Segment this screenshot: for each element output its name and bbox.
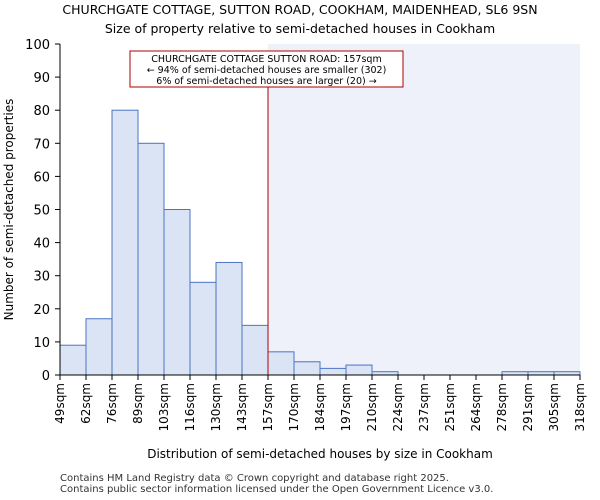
x-tick-label: 103sqm [157,383,171,431]
y-tick-label: 40 [33,237,50,252]
x-tick-label: 89sqm [131,383,145,424]
x-tick-label: 116sqm [183,383,197,431]
x-tick-label: 49sqm [53,383,67,424]
bars-group [59,109,581,376]
bar-130sqm [215,261,243,376]
x-tick-label: 278sqm [495,383,509,431]
x-tick-label: 237sqm [417,383,431,431]
x-tick-label: 170sqm [287,383,301,431]
x-tick-label: 210sqm [365,383,379,431]
bar-62sqm [85,318,113,376]
footer-copyright: Contains HM Land Registry data © Crown c… [60,473,449,484]
y-tick-label: 50 [33,204,50,219]
bar-170sqm [293,361,321,376]
bar-157sqm [267,351,295,376]
y-tick-label: 60 [33,170,50,185]
y-tick-label: 10 [33,336,50,351]
x-tick-label: 76sqm [105,383,119,424]
x-tick-label: 224sqm [391,383,405,431]
larger-properties-band [268,44,580,375]
bar-103sqm [163,209,191,376]
x-tick-label: 305sqm [547,383,561,431]
y-tick-label: 80 [33,104,50,119]
y-tick-label: 70 [33,137,50,152]
annotation-line-2: ← 94% of semi-detached houses are smalle… [147,65,387,76]
bar-76sqm [111,109,139,376]
x-tick-label: 157sqm [261,383,275,431]
y-axis-label: Number of semi-detached properties [2,99,16,321]
x-tick-label: 318sqm [573,383,587,431]
bar-49sqm [59,344,87,376]
x-tick-label: 197sqm [339,383,353,431]
y-tick-label: 0 [42,369,50,384]
x-tick-label: 291sqm [521,383,535,431]
x-axis: 49sqm 62sqm 76sqm 89sqm 103sqm 116sqm 130sqm 14… [53,374,587,431]
y-tick-label: 100 [25,38,50,53]
footer-licence: Contains public sector information licen… [60,484,494,495]
bar-116sqm [189,281,217,376]
chart-title-address: CHURCHGATE COTTAGE, SUTTON ROAD, COOKHAM… [62,2,538,17]
y-tick-label: 30 [33,270,50,285]
y-axis: 0 10 20 30 40 50 60 70 80 90 100 [25,38,61,384]
x-tick-label: 130sqm [209,383,223,431]
annotation-line-1: CHURCHGATE COTTAGE SUTTON ROAD: 157sqm [151,54,381,65]
y-tick-label: 90 [33,71,50,86]
y-tick-label: 20 [33,303,50,318]
x-tick-label: 251sqm [443,383,457,431]
bar-184sqm [319,367,347,376]
x-tick-label: 264sqm [469,383,483,431]
annotation-box [129,50,404,88]
x-axis-label: Distribution of semi-detached houses by … [147,447,493,461]
x-tick-label: 184sqm [313,383,327,431]
bar-197sqm [345,364,373,376]
bar-89sqm [137,142,165,376]
x-tick-label: 62sqm [79,383,93,424]
x-tick-label: 143sqm [235,383,249,431]
bar-143sqm [241,324,269,376]
annotation-line-3: 6% of semi-detached houses are larger (2… [156,76,376,87]
chart-subtitle: Size of property relative to semi-detach… [104,21,496,36]
